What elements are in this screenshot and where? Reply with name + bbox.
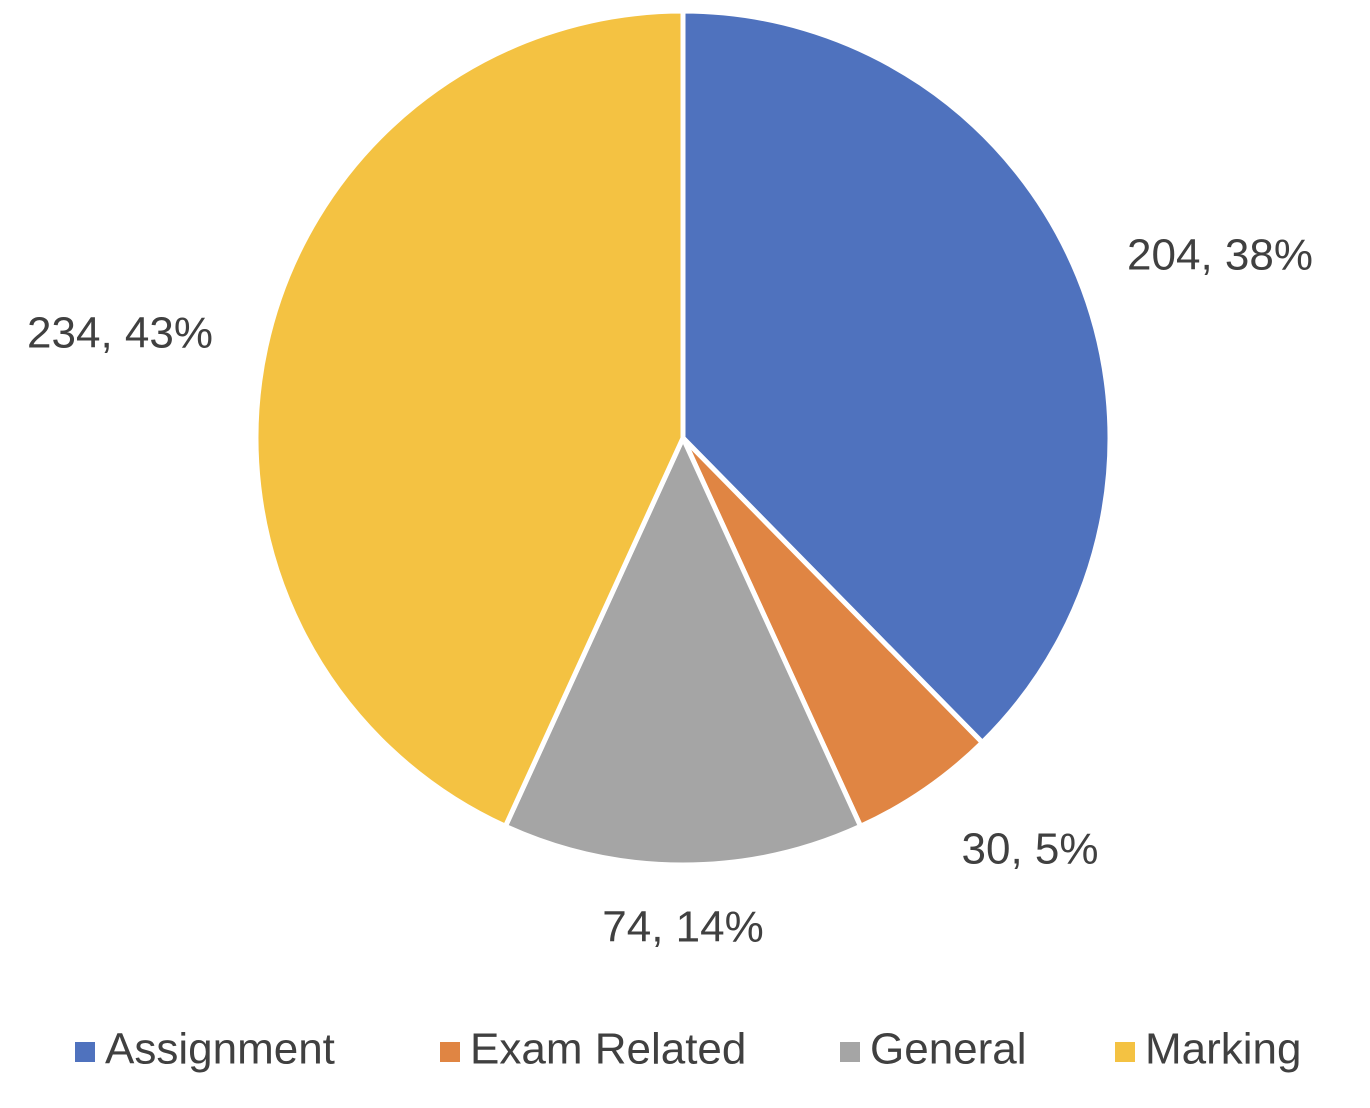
- legend-swatch: [440, 1042, 460, 1062]
- data-label: 30, 5%: [962, 825, 1099, 874]
- pie-slice: [680, 8, 1113, 746]
- legend-label: Exam Related: [470, 1025, 746, 1074]
- legend-swatch: [840, 1042, 860, 1062]
- data-label: 234, 43%: [27, 309, 213, 358]
- legend-label: Assignment: [105, 1025, 335, 1074]
- pie-slice: [502, 435, 864, 868]
- legend-label: Marking: [1145, 1025, 1302, 1074]
- legend-swatch: [1115, 1042, 1135, 1062]
- pie-slice: [253, 8, 686, 829]
- legend-swatch: [75, 1042, 95, 1062]
- data-label: 204, 38%: [1127, 231, 1313, 280]
- pie-slice: [680, 435, 985, 829]
- legend-label: General: [870, 1025, 1027, 1074]
- data-label: 74, 14%: [602, 903, 763, 952]
